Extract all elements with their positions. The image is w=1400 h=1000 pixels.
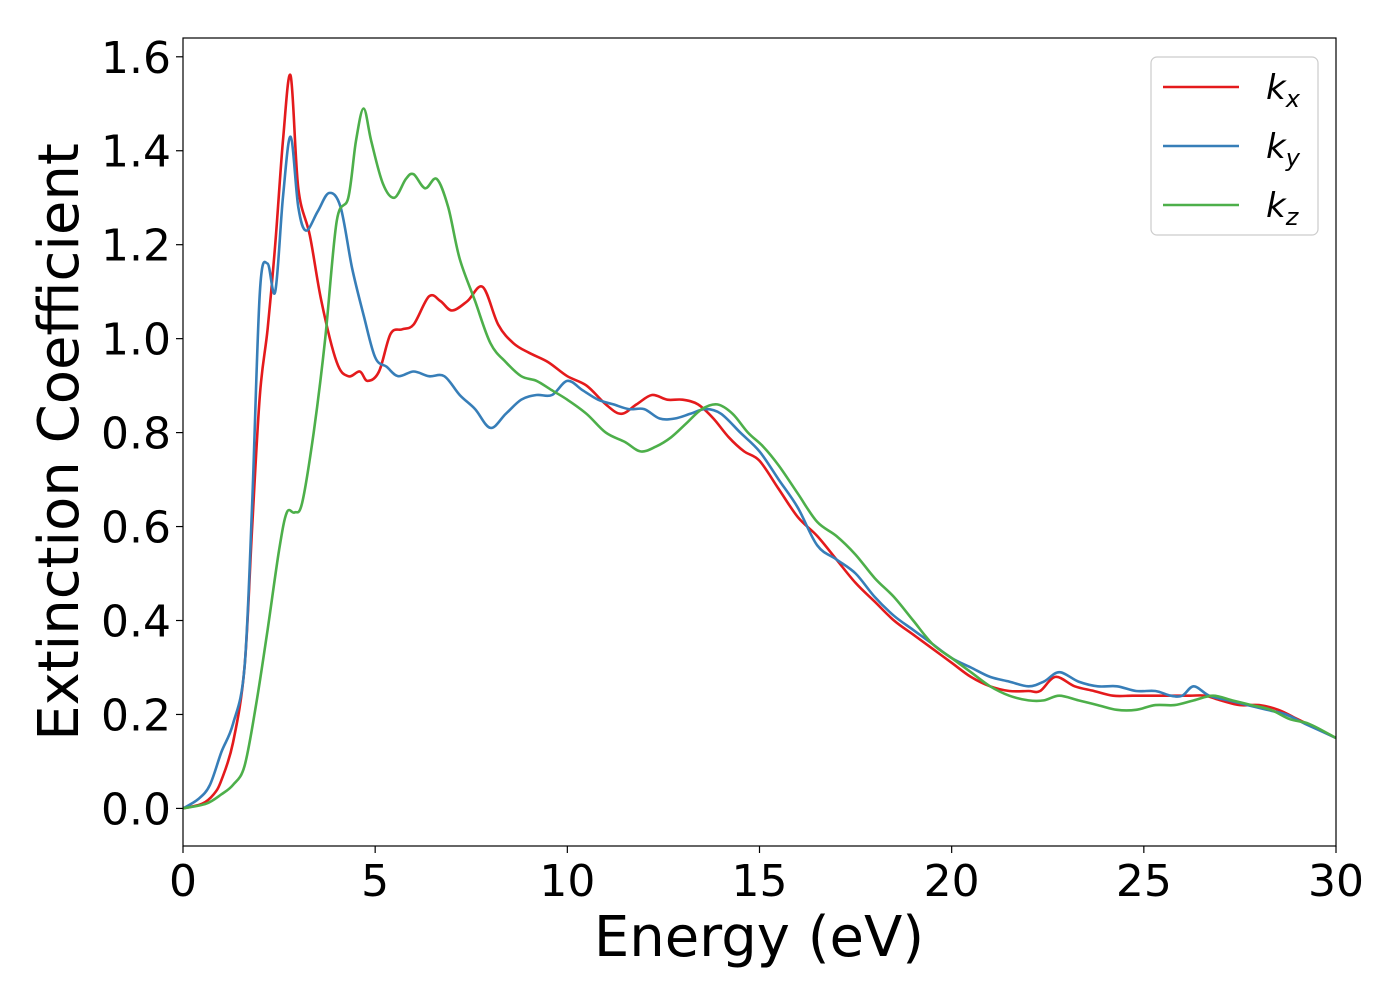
y-axis: 0.0 0.2 0.4 0.6 0.8 1.0 1.2 1.4 1.6 — [101, 33, 183, 835]
y-tick-label: 0.2 — [101, 690, 171, 741]
y-tick-label: 1.6 — [101, 33, 171, 84]
series-line-kx — [183, 73, 1336, 810]
series-line-ky — [183, 135, 1336, 810]
x-tick-label: 25 — [1116, 856, 1172, 907]
y-tick-label: 1.0 — [101, 315, 171, 366]
y-tick-label: 0.8 — [101, 409, 171, 460]
x-axis-title: Energy (eV) — [594, 905, 924, 970]
x-axis: 0 5 10 15 20 25 30 — [169, 846, 1364, 907]
y-tick-label: 0.4 — [101, 597, 171, 648]
y-axis-title: Extinction Coefficient — [27, 143, 92, 741]
x-tick-label: 10 — [539, 856, 595, 907]
y-tick-label: 0.0 — [101, 784, 171, 835]
x-tick-label: 30 — [1308, 856, 1364, 907]
y-tick-label: 1.2 — [101, 221, 171, 272]
x-tick-label: 15 — [732, 856, 788, 907]
x-tick-label: 0 — [169, 856, 197, 907]
y-tick-label: 1.4 — [101, 127, 171, 178]
x-tick-label: 5 — [361, 856, 389, 907]
plot-lines — [183, 73, 1336, 810]
series-line-kz — [183, 107, 1336, 810]
x-tick-label: 20 — [924, 856, 980, 907]
y-tick-label: 0.6 — [101, 503, 171, 554]
